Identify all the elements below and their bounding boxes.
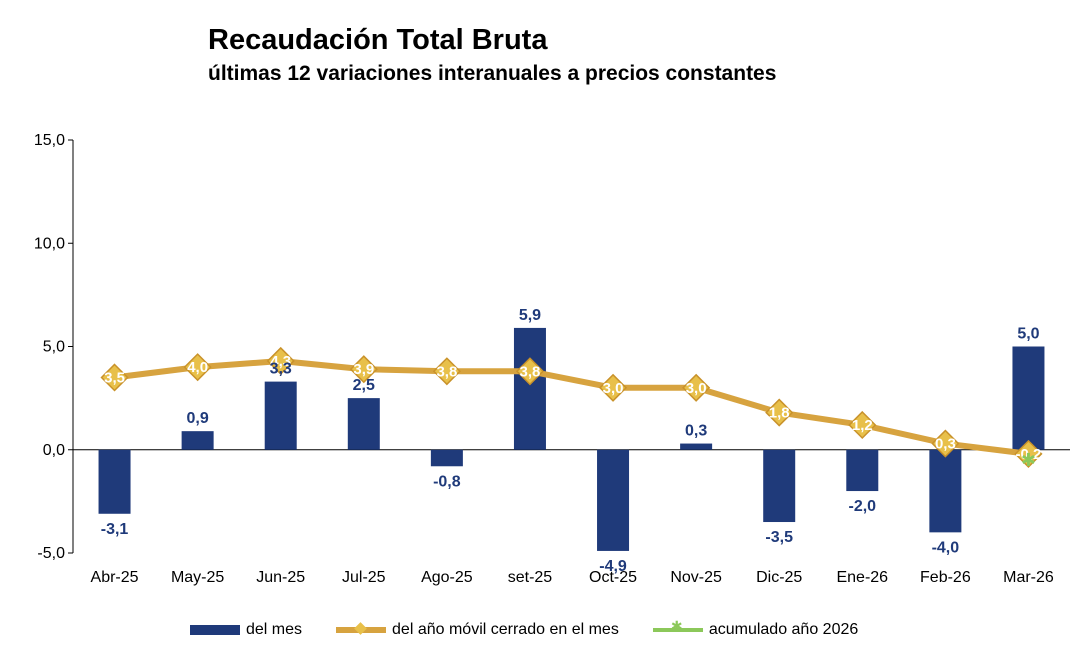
line-point [931, 429, 960, 458]
line-movil [114, 357, 1029, 457]
bar-data-label: -3,5 [765, 529, 793, 546]
bar-data-label: -0,8 [433, 473, 461, 490]
legend-swatch-bar [190, 625, 240, 635]
line-point [432, 357, 461, 386]
y-tick-label: 10,0 [34, 235, 65, 252]
x-tick-label: Jul-25 [342, 569, 386, 586]
line-data-label: 4,3 [270, 353, 291, 370]
line-data-label: 3,0 [603, 380, 624, 397]
line-point [598, 373, 628, 402]
bar-data-label: 0,3 [685, 423, 707, 440]
chart-title: Recaudación Total Bruta [208, 24, 548, 56]
legend-label-acumulado: acumulado año 2026 [708, 621, 859, 638]
y-tick-label: -5,0 [37, 545, 65, 562]
y-tick-label: 5,0 [43, 339, 65, 356]
x-tick-label: Jun-25 [256, 569, 305, 586]
legend-swatch-movil-line [336, 622, 387, 635]
line-data-label: 3,9 [353, 361, 374, 378]
line-point [765, 398, 794, 427]
legend-swatch-acumulado-line: ✱ [652, 619, 703, 633]
bar [347, 398, 380, 450]
bar-data-label: -4,9 [599, 558, 627, 575]
legend-item-movil: del año móvil cerrado en el mes [336, 621, 619, 639]
y-tick-label: 15,0 [34, 132, 65, 149]
bar [98, 449, 131, 514]
line-data-label: 1,2 [852, 417, 873, 434]
bar [1012, 346, 1045, 450]
line-point [266, 346, 295, 376]
line-data-label: 1,8 [769, 405, 790, 422]
x-tick-label: Nov-25 [670, 569, 722, 586]
legend-label-del-mes: del mes [246, 621, 303, 638]
line-data-label: 3,8 [436, 363, 457, 380]
bar [181, 431, 214, 450]
line-data-label: -0,2 [1016, 446, 1042, 463]
chart-subtitle: últimas 12 variaciones interanuales a pr… [208, 62, 777, 85]
bar [763, 449, 796, 523]
line-point [349, 355, 378, 384]
acumulado-point: ✱ [1021, 450, 1036, 471]
line-point [515, 357, 545, 386]
bar [597, 449, 630, 551]
line-point [848, 410, 877, 440]
x-tick-label: May-25 [171, 569, 224, 586]
bar [680, 443, 713, 450]
line-point [682, 373, 711, 402]
bar [929, 449, 962, 533]
star-marker-icon: ✱ [670, 618, 683, 634]
bar-data-label: 0,9 [187, 410, 209, 427]
line-point [1014, 439, 1043, 468]
x-tick-label: Abr-25 [91, 569, 139, 586]
bar [513, 327, 546, 450]
line-data-label: 4,0 [187, 359, 208, 376]
x-tick-label: Ene-26 [836, 569, 888, 586]
line-data-label: 3,8 [520, 363, 541, 380]
bar-data-label: -3,1 [101, 521, 129, 538]
x-tick-label: Ago-25 [421, 569, 473, 586]
legend-label-movil: del año móvil cerrado en el mes [392, 621, 619, 638]
x-tick-label: Mar-26 [1003, 569, 1054, 586]
bar [430, 449, 463, 467]
bar [264, 381, 297, 450]
bar-data-label: 5,0 [1017, 326, 1039, 343]
chart-plot: 15,0 10,0 5,0 0,0 -5,0 Abr-25 May-25 Jun-25 Jul-… [34, 132, 1070, 586]
x-tick-label: set-25 [508, 569, 553, 586]
bar-data-label: 3,3 [270, 361, 292, 378]
legend: del mes del año móvil cerrado en el mes … [190, 618, 892, 642]
legend-item-acumulado: ✱ acumulado año 2026 [652, 619, 859, 639]
diamond-marker-icon [354, 622, 367, 635]
line-point [100, 363, 129, 392]
bar [846, 449, 879, 492]
x-tick-label: Feb-26 [920, 569, 971, 586]
bar-data-label: -2,0 [849, 498, 877, 515]
line-data-label: 3,0 [686, 380, 707, 397]
y-tick-label: 0,0 [43, 442, 65, 459]
legend-item-del-mes: del mes [190, 621, 302, 639]
x-tick-label: Dic-25 [756, 569, 802, 586]
line-data-label: 3,5 [104, 369, 125, 386]
bar-data-label: 5,9 [519, 307, 541, 324]
x-tick-label: Oct-25 [589, 569, 637, 586]
bar-data-label: 2,5 [353, 377, 375, 394]
line-data-label: 0,3 [935, 436, 956, 453]
bar-data-label: -4,0 [932, 539, 960, 556]
line-point [183, 353, 212, 382]
